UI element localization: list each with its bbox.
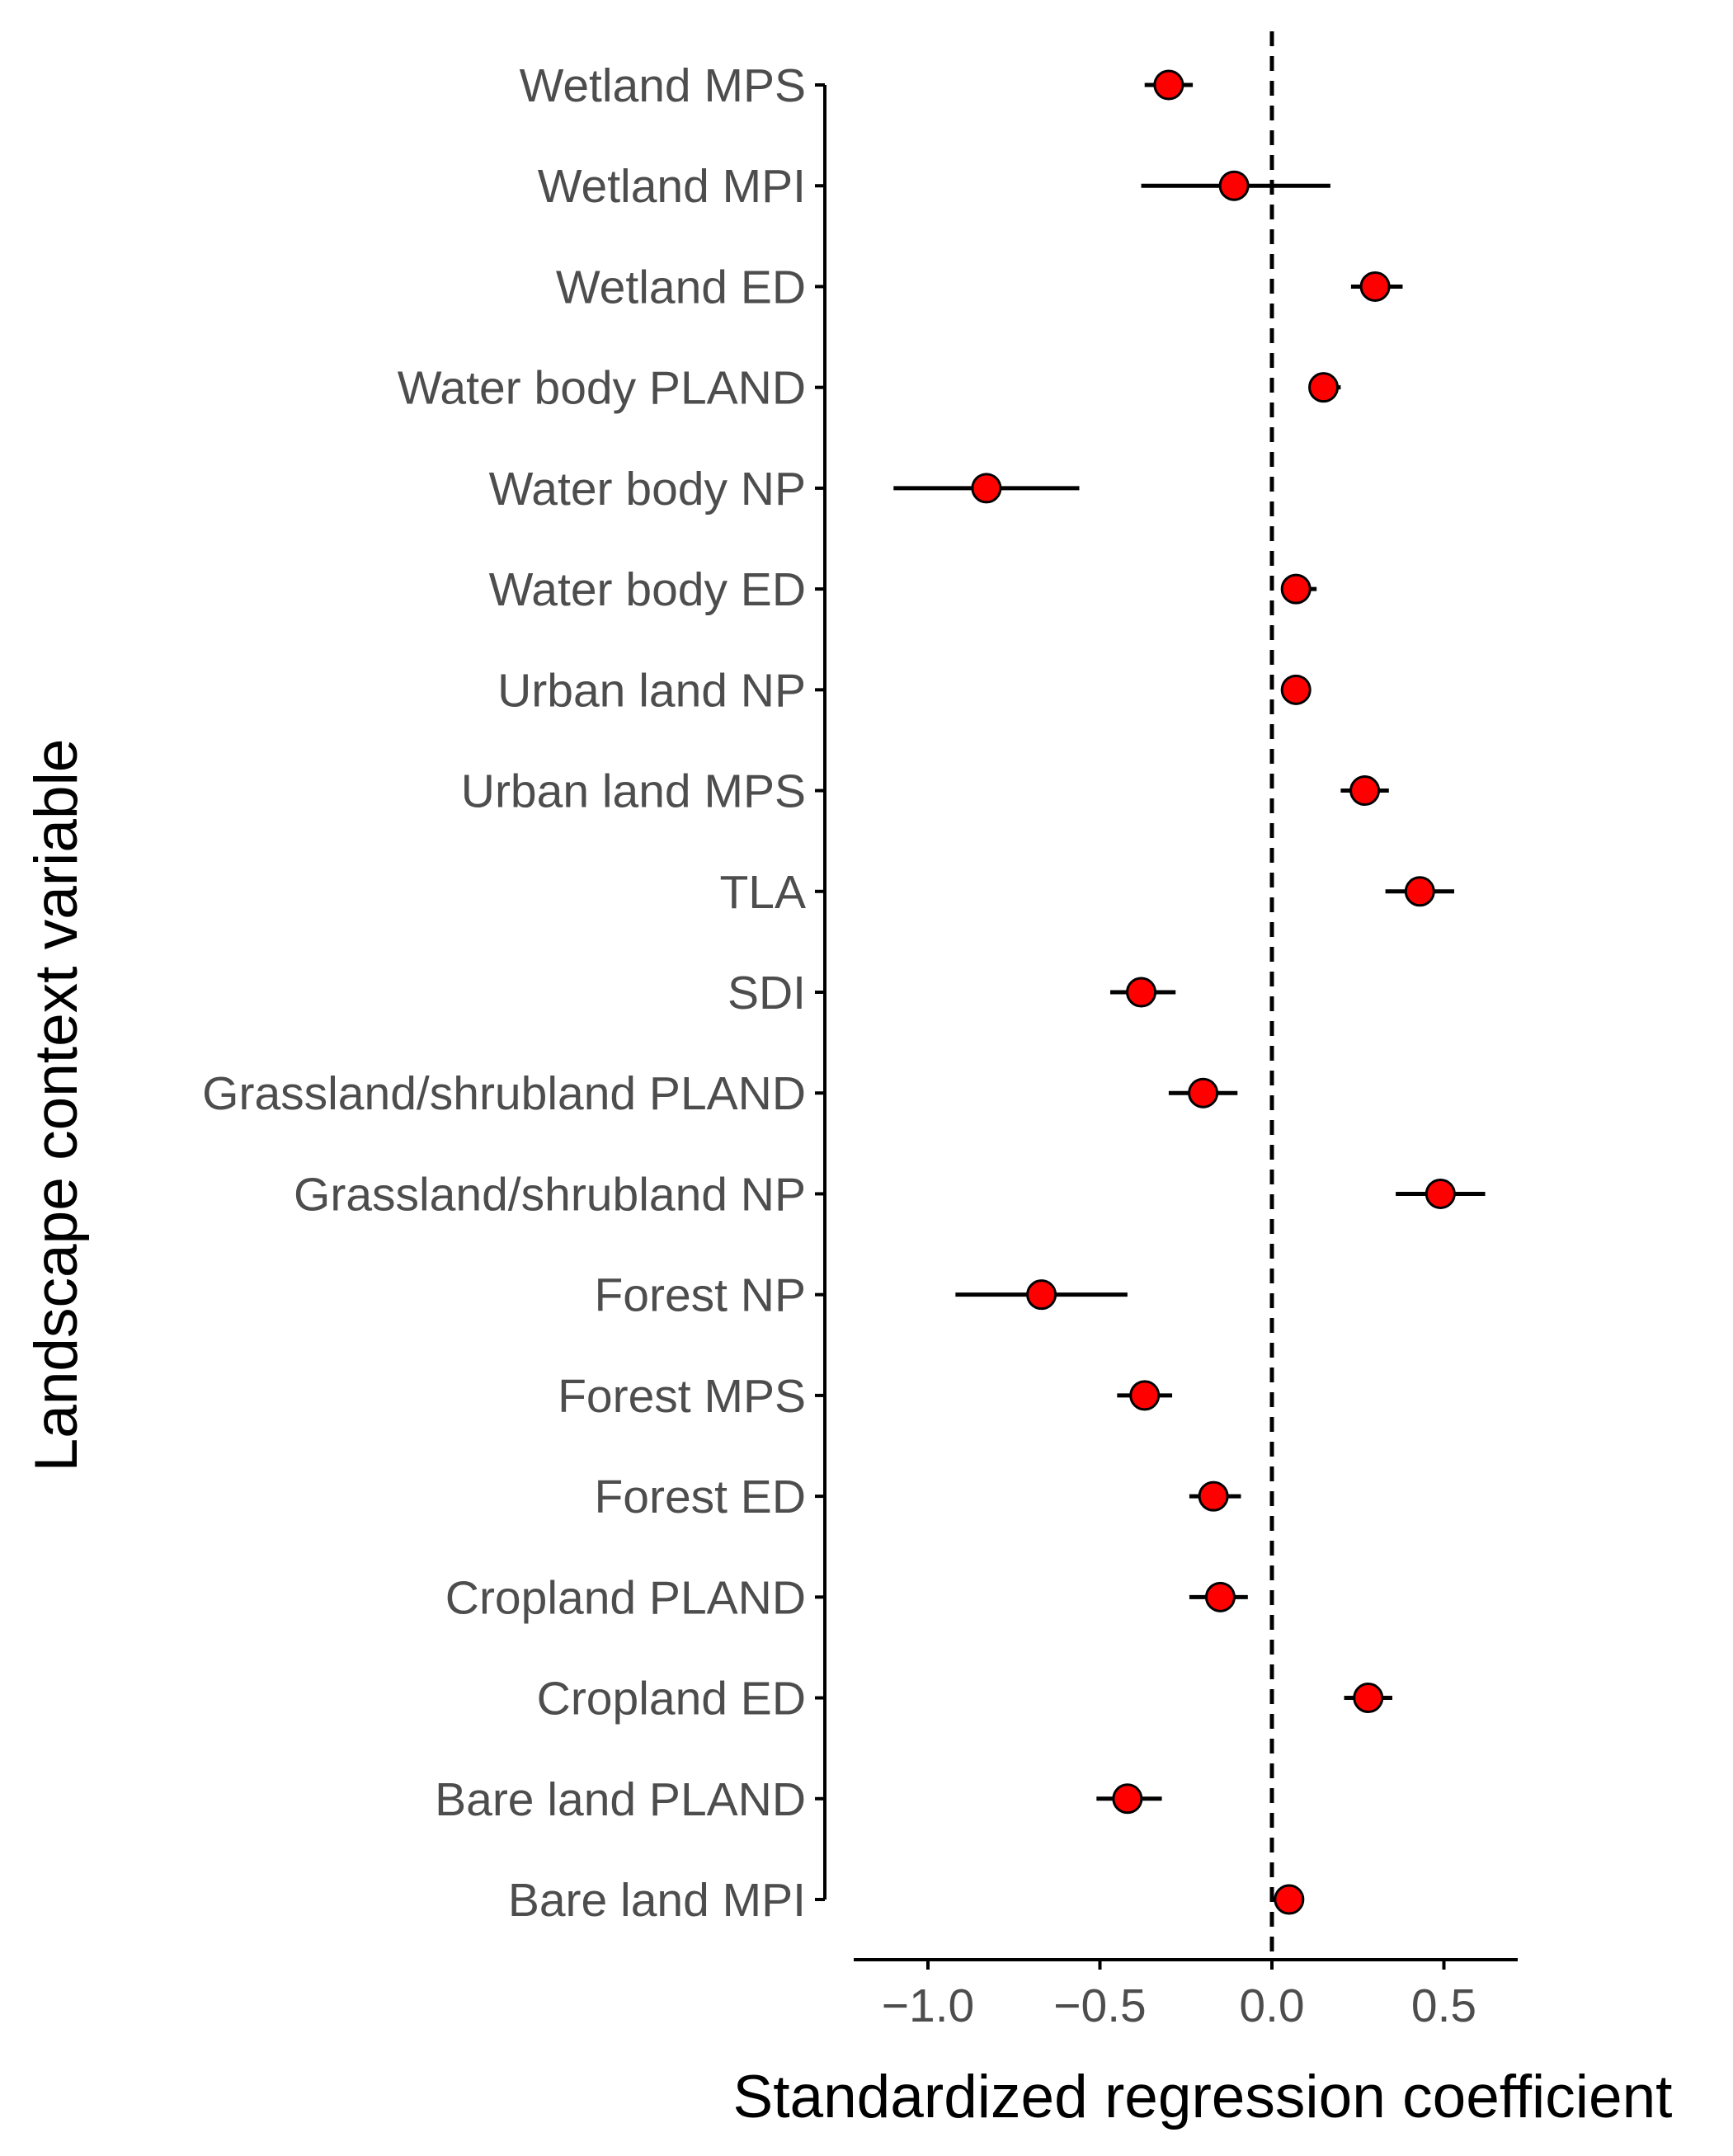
x-tick-label: 0.0 bbox=[1239, 1979, 1304, 2032]
data-point bbox=[1112, 1783, 1143, 1815]
data-point bbox=[1349, 775, 1381, 807]
data-point bbox=[1280, 674, 1312, 705]
y-tick-label: Water body ED bbox=[489, 563, 806, 616]
data-point bbox=[1308, 372, 1340, 403]
data-point bbox=[1153, 69, 1184, 101]
data-point bbox=[1218, 170, 1250, 201]
data-point bbox=[1126, 977, 1157, 1008]
data-point bbox=[1274, 1884, 1305, 1915]
y-tick-label: Bare land PLAND bbox=[435, 1773, 806, 1826]
x-tick-label: 0.5 bbox=[1411, 1979, 1476, 2032]
y-tick-label: Bare land MPI bbox=[508, 1874, 806, 1927]
data-point bbox=[1204, 1581, 1236, 1612]
y-tick-label: Forest ED bbox=[594, 1471, 806, 1523]
y-axis: Wetland MPS Wetland MPI Wetland ED Water bo… bbox=[202, 59, 826, 1927]
x-tick-label: −1.0 bbox=[882, 1979, 975, 2032]
y-tick-label: Water body NP bbox=[489, 463, 806, 515]
data-point bbox=[1280, 573, 1312, 605]
data-point bbox=[1188, 1077, 1219, 1109]
y-tick-label: Wetland MPS bbox=[520, 59, 806, 112]
y-tick-label: Grassland/shrubland PLAND bbox=[202, 1067, 806, 1120]
data-point bbox=[1404, 876, 1435, 907]
y-axis-title: Landscape context variable bbox=[23, 739, 90, 1472]
y-tick-label: Forest NP bbox=[594, 1269, 806, 1322]
y-tick-label: Wetland MPI bbox=[538, 160, 806, 213]
data-point bbox=[1425, 1178, 1456, 1209]
x-axis-title: Standardized regression coefficient bbox=[733, 2064, 1673, 2130]
y-tick-label: Water body PLAND bbox=[398, 362, 806, 415]
y-tick-label: TLA bbox=[719, 866, 806, 919]
y-tick-label: SDI bbox=[728, 967, 806, 1019]
y-tick-label: Forest MPS bbox=[558, 1370, 806, 1423]
y-tick-label: Cropland PLAND bbox=[445, 1571, 806, 1624]
y-tick-label: Cropland ED bbox=[537, 1673, 806, 1725]
data-marks bbox=[893, 69, 1486, 1915]
data-point bbox=[1026, 1279, 1057, 1311]
x-axis: −1.0 −0.5 0.0 0.5 bbox=[854, 1958, 1518, 2032]
x-tick-label: −0.5 bbox=[1053, 1979, 1147, 2032]
y-tick-label: Urban land NP bbox=[497, 664, 806, 717]
data-point bbox=[971, 473, 1002, 504]
data-point bbox=[1359, 271, 1391, 302]
data-point bbox=[1198, 1480, 1229, 1512]
y-tick-label: Grassland/shrubland NP bbox=[294, 1168, 806, 1221]
data-point bbox=[1129, 1380, 1161, 1411]
y-tick-label: Urban land MPS bbox=[461, 765, 806, 818]
y-tick-label: Wetland ED bbox=[556, 261, 806, 313]
data-point bbox=[1353, 1683, 1384, 1714]
